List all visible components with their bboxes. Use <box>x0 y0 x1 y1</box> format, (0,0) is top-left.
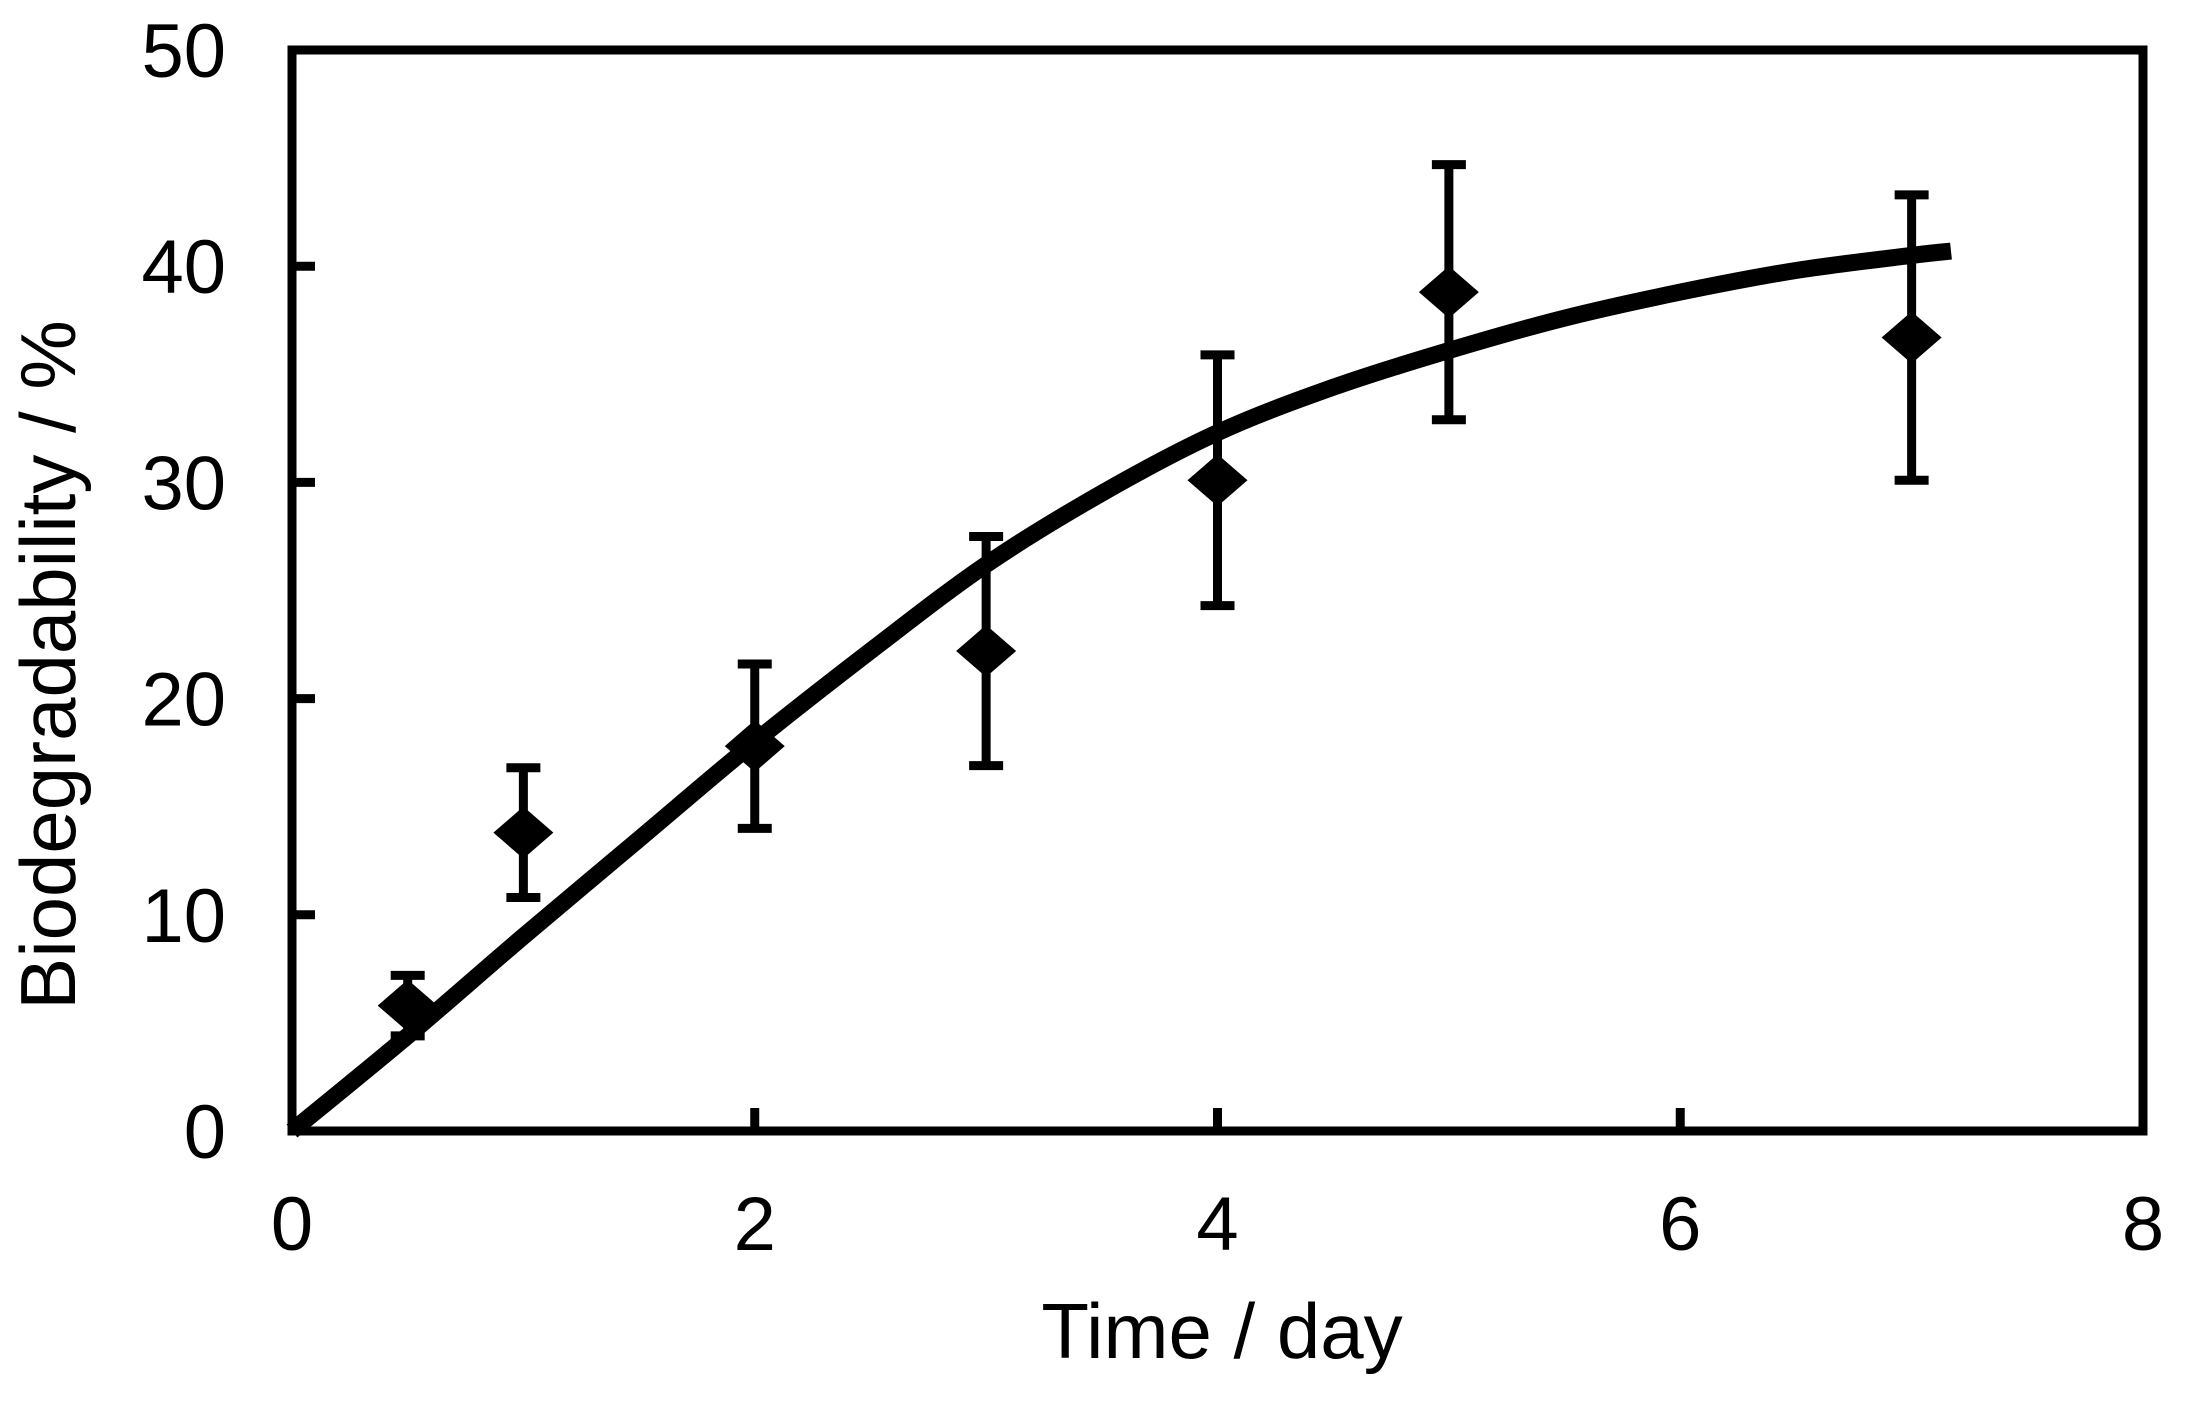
x-tick-label: 4 <box>1196 1182 1238 1267</box>
x-tick-label: 0 <box>271 1182 313 1267</box>
fit-curve <box>286 242 1952 1138</box>
x-tick-label: 8 <box>2122 1182 2164 1267</box>
y-axis-title: Biodegradability / % <box>4 320 92 1009</box>
fit-curve-path <box>286 242 1952 1138</box>
data-point-diamond <box>1418 266 1479 319</box>
y-tick-label: 50 <box>141 9 226 94</box>
data-point-diamond <box>377 979 438 1032</box>
y-tick-label: 0 <box>184 1090 226 1175</box>
x-axis-tick-labels: 0 2 4 6 8 <box>271 1182 2164 1267</box>
data-point-diamond <box>1881 311 1942 364</box>
data-point-diamond <box>493 806 554 859</box>
data-points <box>377 266 1942 1032</box>
y-tick-label: 40 <box>141 225 226 310</box>
y-axis-ticks <box>292 261 315 920</box>
x-axis-ticks <box>750 1108 1685 1131</box>
y-axis-tick-labels: 0 10 20 30 40 50 <box>141 9 226 1175</box>
y-tick-label: 20 <box>141 658 226 743</box>
x-axis-title: Time / day <box>1041 1287 1402 1375</box>
x-tick-label: 2 <box>734 1182 776 1267</box>
y-tick-label: 10 <box>141 874 226 959</box>
data-point-diamond <box>1187 454 1248 507</box>
data-point-diamond <box>724 720 785 773</box>
x-tick-label: 6 <box>1659 1182 1701 1267</box>
error-bars <box>390 160 1929 1041</box>
data-point-diamond <box>956 625 1017 678</box>
y-tick-label: 30 <box>141 441 226 526</box>
